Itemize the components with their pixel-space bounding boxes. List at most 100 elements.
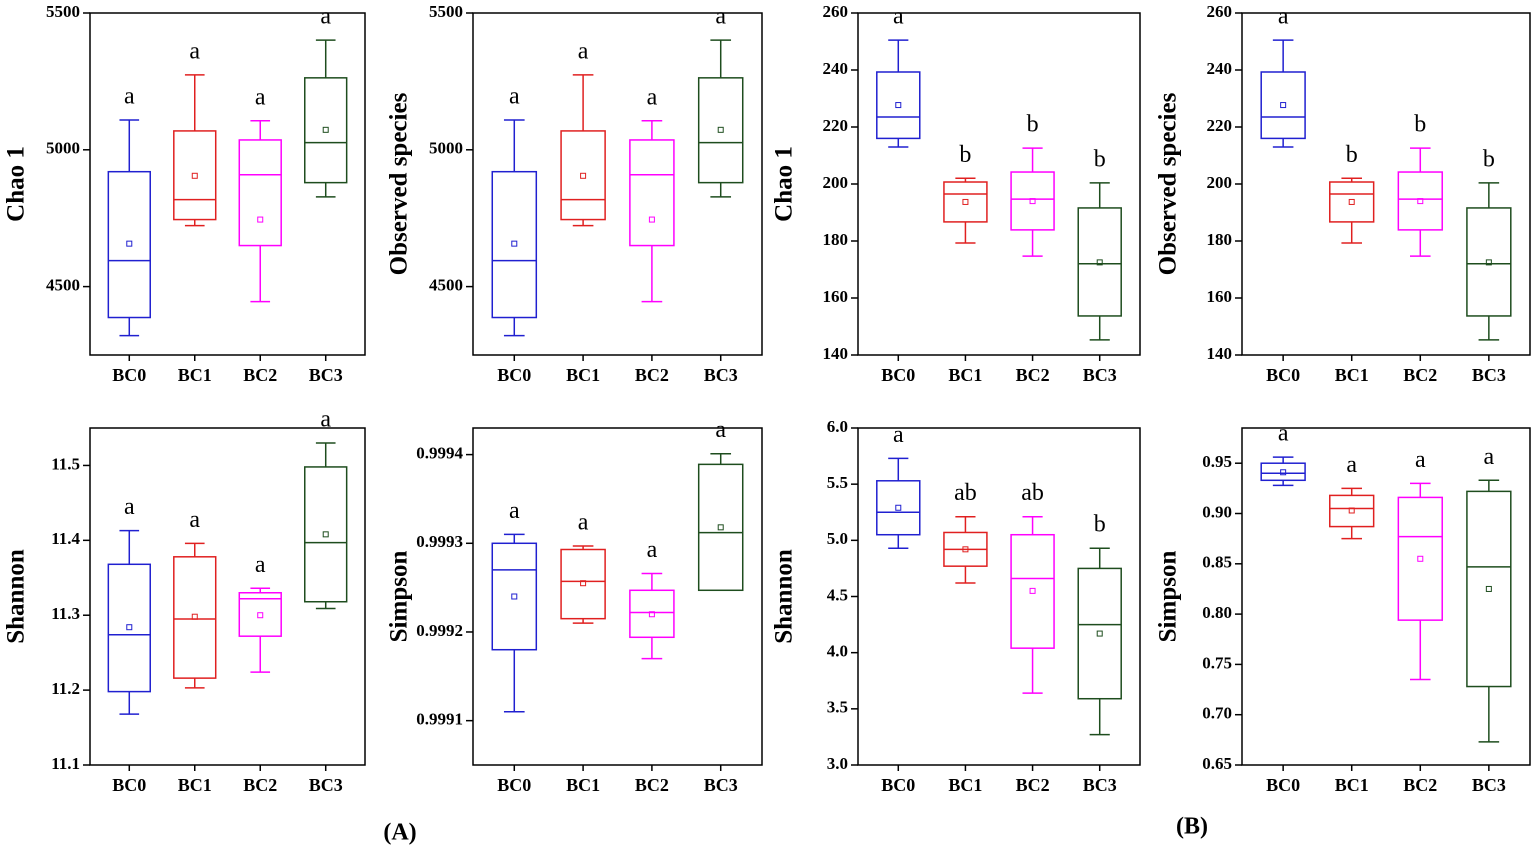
x-tick-label: BC2 <box>243 365 277 385</box>
significance-letter: a <box>647 84 658 110</box>
y-tick-label: 0.70 <box>1202 704 1232 723</box>
box <box>560 130 606 221</box>
box <box>107 170 151 319</box>
mean-marker <box>1485 585 1492 592</box>
x-tick-label: BC2 <box>635 775 669 795</box>
x-tick-label: BC3 <box>704 365 738 385</box>
y-axis-label: Simpson <box>1155 551 1182 643</box>
y-tick-label: 240 <box>823 59 849 78</box>
y-tick-label: 4500 <box>429 276 463 295</box>
box <box>173 556 217 679</box>
box <box>491 170 538 319</box>
x-tick-label: BC1 <box>948 365 982 385</box>
y-tick-label: 140 <box>1207 344 1233 363</box>
x-tick-label: BC2 <box>1016 775 1050 795</box>
mean-marker <box>1096 259 1103 266</box>
x-tick-label: BC2 <box>1403 365 1437 385</box>
y-tick-label: 0.95 <box>1202 452 1232 471</box>
y-axis-label: Chao 1 <box>771 146 798 222</box>
x-tick-label: BC0 <box>497 775 531 795</box>
mean-marker <box>511 240 518 247</box>
box <box>173 130 217 221</box>
box <box>1329 181 1375 223</box>
significance-letter: a <box>715 417 726 443</box>
y-tick-label: 11.4 <box>51 529 80 548</box>
mean-marker <box>1096 630 1103 637</box>
y-tick-label: 0.85 <box>1202 553 1232 572</box>
y-tick-label: 0.80 <box>1202 603 1232 622</box>
box <box>1397 496 1443 621</box>
plot-frame <box>1241 427 1531 766</box>
x-tick-label: BC2 <box>243 775 277 795</box>
significance-letter: b <box>1094 512 1106 538</box>
mean-marker <box>1029 198 1036 205</box>
box <box>1077 207 1122 317</box>
x-tick-label: BC1 <box>948 775 982 795</box>
y-tick-label: 5.0 <box>827 529 848 548</box>
plot-frame <box>89 12 366 356</box>
y-tick-label: 0.9991 <box>416 710 463 729</box>
mean-marker <box>717 126 724 133</box>
mean-marker <box>1348 507 1355 514</box>
y-axis-label: Simpson <box>386 551 413 643</box>
y-axis-label: Observed species <box>1155 92 1182 275</box>
mean-marker <box>191 172 198 179</box>
box <box>1010 171 1055 231</box>
box <box>629 589 675 639</box>
x-tick-label: BC3 <box>704 775 738 795</box>
mean-marker <box>717 524 724 531</box>
mean-marker <box>1280 102 1287 109</box>
x-tick-label: BC0 <box>497 365 531 385</box>
significance-letter: a <box>189 38 200 64</box>
mean-marker <box>191 613 198 620</box>
y-tick-label: 200 <box>823 173 849 192</box>
y-tick-label: 11.5 <box>51 454 80 473</box>
x-tick-label: BC0 <box>112 365 146 385</box>
mean-marker <box>580 580 587 587</box>
box <box>238 139 282 247</box>
x-tick-label: BC0 <box>881 365 915 385</box>
y-axis-label: Chao 1 <box>3 146 30 222</box>
x-tick-label: BC0 <box>881 775 915 795</box>
mean-marker <box>1029 587 1036 594</box>
box <box>1010 533 1055 649</box>
panel-label: (A) <box>383 820 416 846</box>
box <box>491 542 538 651</box>
y-axis-label: Observed species <box>386 92 413 275</box>
significance-letter: a <box>509 498 520 524</box>
mean-marker <box>962 198 969 205</box>
y-tick-label: 0.9993 <box>416 532 463 551</box>
y-tick-label: 140 <box>823 344 849 363</box>
y-tick-label: 3.5 <box>827 698 848 717</box>
y-tick-label: 240 <box>1207 59 1233 78</box>
box <box>943 181 988 223</box>
box <box>1397 171 1443 231</box>
significance-letter: a <box>320 406 331 432</box>
significance-letter: a <box>509 83 520 109</box>
significance-letter: a <box>1346 452 1357 478</box>
y-tick-label: 5500 <box>46 2 80 21</box>
mean-marker <box>1348 198 1355 205</box>
mean-marker <box>1280 469 1287 476</box>
y-tick-label: 0.90 <box>1202 502 1232 521</box>
mean-marker <box>1417 198 1424 205</box>
mean-marker <box>895 102 902 109</box>
x-tick-label: BC2 <box>1016 365 1050 385</box>
significance-letter: b <box>1027 112 1039 138</box>
y-tick-label: 3.0 <box>827 754 848 773</box>
box <box>697 463 744 592</box>
x-tick-label: BC1 <box>566 365 600 385</box>
y-axis-label: Shannon <box>771 549 798 644</box>
x-tick-label: BC1 <box>178 775 212 795</box>
mean-marker <box>126 624 133 631</box>
plot-frame <box>472 427 763 766</box>
mean-marker <box>511 593 518 600</box>
mean-marker <box>962 546 969 553</box>
x-tick-label: BC3 <box>1472 365 1506 385</box>
significance-letter: a <box>255 552 266 578</box>
x-tick-label: BC3 <box>309 775 343 795</box>
x-tick-label: BC0 <box>1266 775 1300 795</box>
box <box>1260 71 1306 140</box>
y-tick-label: 260 <box>1207 2 1233 21</box>
